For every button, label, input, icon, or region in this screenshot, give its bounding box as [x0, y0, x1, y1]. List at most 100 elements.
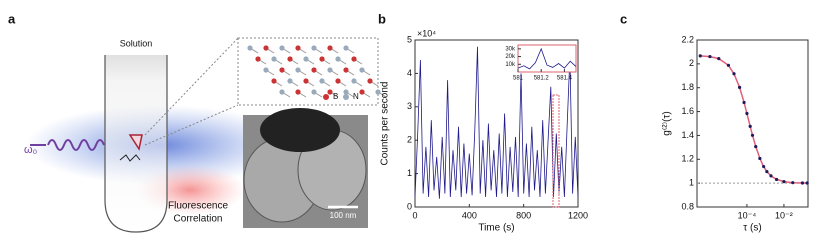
x-tick-label: 1200 [568, 210, 588, 220]
x-tick-label: 581.4 [557, 76, 573, 82]
data-point [750, 133, 755, 137]
x-tick-label: 10⁻² [775, 210, 793, 220]
atom [351, 78, 357, 84]
x-tick-label: 10⁻⁴ [738, 210, 757, 220]
atom [255, 56, 261, 62]
atom [295, 67, 301, 73]
atom [359, 67, 365, 73]
panel-label: a [8, 11, 16, 26]
data-point [762, 164, 766, 169]
caption: Fluorescence [168, 201, 228, 212]
data-point [717, 57, 721, 61]
atom [375, 89, 381, 95]
x-tick-label: 400 [462, 210, 477, 220]
plot-frame [696, 39, 809, 208]
data-point [805, 181, 809, 185]
data-point [745, 111, 749, 116]
atom [319, 56, 325, 62]
y-tick-label: 1.6 [681, 106, 694, 116]
y-tick-label: 1 [407, 168, 412, 178]
legend-label: B [333, 92, 338, 101]
panel-label: b [378, 11, 386, 26]
zoom-region [552, 94, 560, 208]
data-point [765, 169, 769, 174]
x-axis-label: τ (s) [743, 223, 761, 234]
y-tick-label: 0.8 [681, 201, 694, 211]
wave [47, 139, 105, 151]
y-tick-label: 4 [407, 68, 412, 78]
y-tick-label: 2 [689, 58, 694, 68]
data-line [414, 46, 579, 199]
y-tick-label: 30k [505, 46, 516, 52]
atom [279, 45, 285, 51]
atom [263, 67, 269, 73]
y-tick-label: 2.2 [681, 34, 694, 44]
data-line [517, 47, 577, 70]
flake [128, 134, 143, 151]
data-point [754, 145, 758, 149]
data-point [769, 174, 773, 178]
atom [303, 78, 309, 84]
y-tick-label: 20k [505, 54, 516, 60]
data-point [782, 179, 786, 184]
x-tick-label: 581.2 [534, 76, 550, 82]
data-point [708, 54, 712, 59]
atom [327, 45, 333, 51]
lattice [247, 45, 387, 98]
data-point [732, 72, 736, 76]
data-point [791, 181, 795, 185]
atom [343, 45, 349, 51]
schematic [25, 37, 387, 233]
atom [359, 89, 365, 95]
atom [311, 45, 317, 51]
data-point [748, 124, 752, 128]
atom [263, 45, 269, 51]
atom [295, 45, 301, 51]
data-point [737, 85, 742, 89]
y-tick-label: 1.4 [681, 130, 694, 140]
atom [335, 56, 341, 62]
y-tick-label: 0 [407, 201, 412, 211]
data-point [758, 156, 762, 161]
y-tick-label: 3 [407, 101, 412, 111]
nitrogen-dot [343, 94, 349, 100]
atom [319, 78, 325, 84]
atom [311, 67, 317, 73]
x-tick-label: 0 [412, 210, 417, 220]
y-tick-label: 5 [407, 34, 412, 44]
trajectory [119, 154, 141, 162]
atom [271, 78, 277, 84]
atom [247, 45, 253, 51]
atom [303, 56, 309, 62]
y-tick-label: 1.8 [681, 82, 694, 92]
panel-label: c [620, 11, 627, 26]
data-point [726, 63, 731, 67]
atom [295, 89, 301, 95]
caption: Correlation [174, 214, 223, 225]
y-tick-label: 1 [689, 178, 694, 188]
data-point [742, 100, 746, 105]
y-axis-label: Counts per second [380, 82, 391, 166]
y-tick-label: 1.2 [681, 154, 694, 164]
atom [287, 56, 293, 62]
data-point [800, 181, 805, 185]
atom [287, 78, 293, 84]
figure: a b c Solution ω₀ B N 100 nm Fluorescenc… [8, 11, 809, 234]
omega-label: ω₀ [24, 144, 37, 156]
plot-frame [517, 44, 577, 73]
atom [327, 67, 333, 73]
atom [327, 89, 333, 95]
atom [343, 89, 349, 95]
atom [279, 89, 285, 95]
data-point [698, 54, 702, 58]
atom [335, 78, 341, 84]
zoom-line [144, 104, 239, 146]
y-axis-label: g⁽²⁾(τ) [662, 111, 673, 135]
atom [351, 56, 357, 62]
x-tick-label: 800 [516, 210, 531, 220]
legend-label: N [353, 92, 359, 101]
atom [367, 78, 373, 84]
lattice-box [237, 37, 379, 106]
y-scale-label: ×10⁴ [417, 28, 436, 38]
tem-particle [260, 108, 340, 152]
